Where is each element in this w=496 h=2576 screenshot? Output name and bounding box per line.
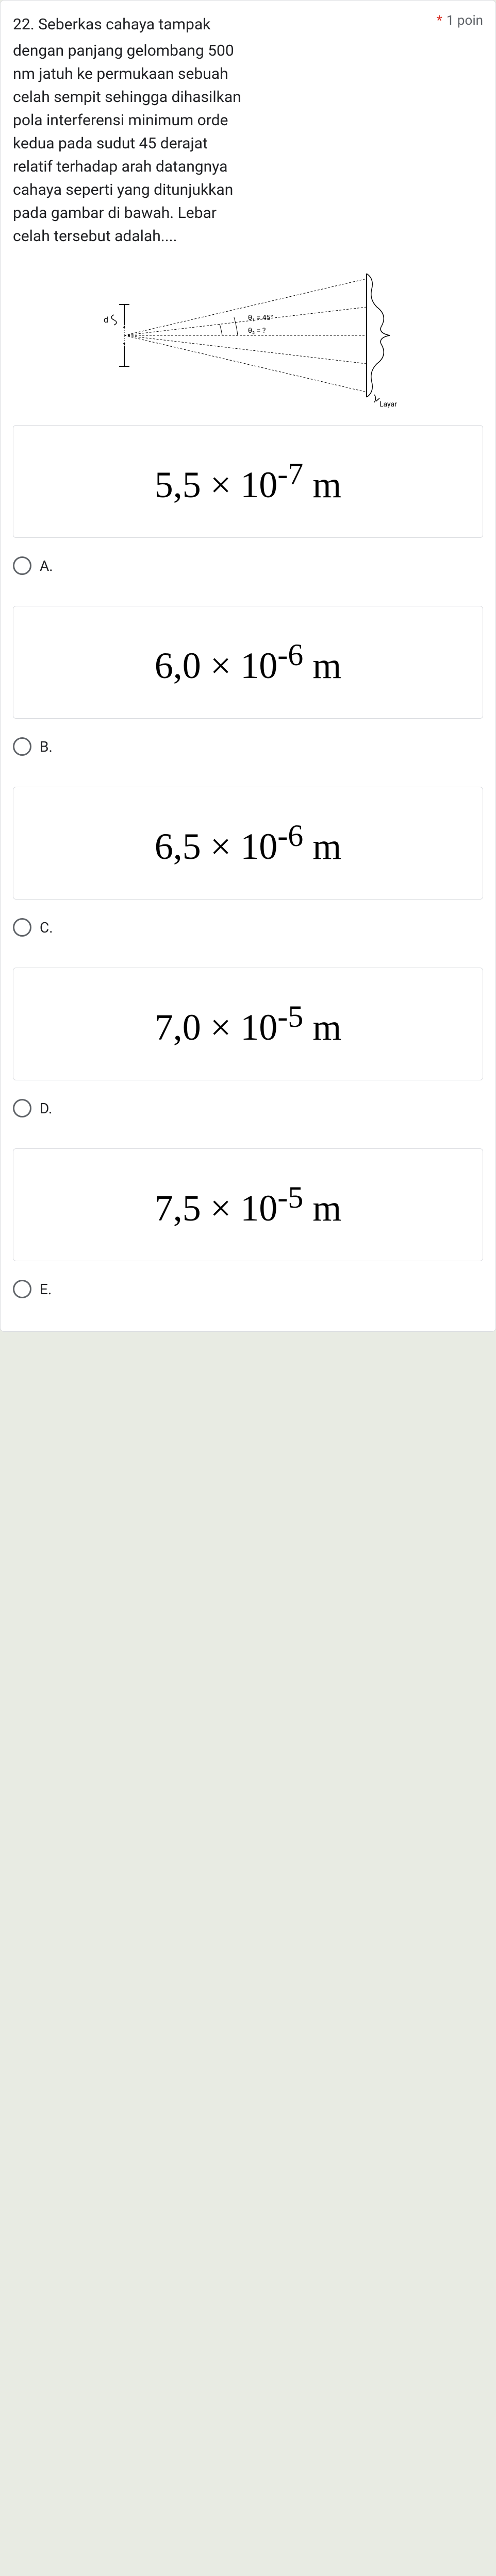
option-formula: 7,5 × 10-5 m (155, 1188, 342, 1229)
question-line: kedua pada sudut 45 derajat (13, 132, 483, 155)
question-line: pada gambar di bawah. Lebar (13, 201, 483, 225)
radio-icon[interactable] (13, 556, 31, 575)
radio-label: E. (40, 1281, 52, 1298)
radio-label: D. (40, 1100, 52, 1117)
option-card-d: 7,0 × 10-5 m (13, 968, 483, 1080)
radio-option-b[interactable]: B. (13, 729, 483, 776)
screen-label: Layar (379, 400, 397, 408)
question-body: dengan panjang gelombang 500 nm jatuh ke… (13, 39, 483, 248)
angle2-label: θ₂ = ? (248, 327, 266, 335)
question-line: cahaya seperti yang ditunjukkan (13, 178, 483, 201)
angle1-label: θ₁ = 45° (248, 314, 273, 322)
option-card-c: 6,5 × 10-6 m (13, 787, 483, 900)
question-line: dengan panjang gelombang 500 (13, 39, 483, 62)
diffraction-diagram: d θ₁ = 45° θ₂ = ? Layar (13, 263, 483, 410)
question-line: pola interferensi minimum orde (13, 109, 483, 132)
option-card-b: 6,0 × 10-6 m (13, 606, 483, 719)
radio-option-e[interactable]: E. (13, 1272, 483, 1319)
question-line: celah sempit sehingga dihasilkan (13, 86, 483, 109)
option-card-a: 5,5 × 10-7 m (13, 425, 483, 538)
radio-icon[interactable] (13, 1280, 31, 1298)
question-card: 22. Seberkas cahaya tampak * 1 poin deng… (0, 0, 496, 1332)
question-line: relatif terhadap arah datangnya (13, 155, 483, 178)
required-mark: * (437, 13, 442, 28)
radio-icon[interactable] (13, 1099, 31, 1117)
radio-label: C. (40, 919, 53, 936)
question-line: nm jatuh ke permukaan sebuah (13, 62, 483, 86)
radio-label: A. (40, 557, 53, 574)
option-formula: 7,0 × 10-5 m (155, 1007, 342, 1048)
question-line: celah tersebut adalah.... (13, 225, 483, 248)
radio-option-a[interactable]: A. (13, 548, 483, 596)
radio-label: B. (40, 738, 53, 755)
question-line: 22. Seberkas cahaya tampak (13, 15, 210, 33)
form-container: 22. Seberkas cahaya tampak * 1 poin deng… (0, 0, 496, 1338)
option-formula: 5,5 × 10-7 m (155, 464, 342, 505)
diagram-svg: d θ₁ = 45° θ₂ = ? Layar (93, 263, 403, 408)
question-header: 22. Seberkas cahaya tampak * 1 poin (13, 13, 483, 36)
radio-option-c[interactable]: C. (13, 910, 483, 957)
radio-icon[interactable] (13, 918, 31, 937)
option-formula: 6,0 × 10-6 m (155, 645, 342, 686)
points-label: 1 poin (447, 13, 483, 28)
radio-icon[interactable] (13, 737, 31, 756)
option-card-e: 7,5 × 10-5 m (13, 1148, 483, 1261)
slit-label: d (104, 315, 108, 325)
radio-option-d[interactable]: D. (13, 1091, 483, 1138)
option-formula: 6,5 × 10-6 m (155, 826, 342, 867)
question-text: 22. Seberkas cahaya tampak (13, 13, 433, 36)
